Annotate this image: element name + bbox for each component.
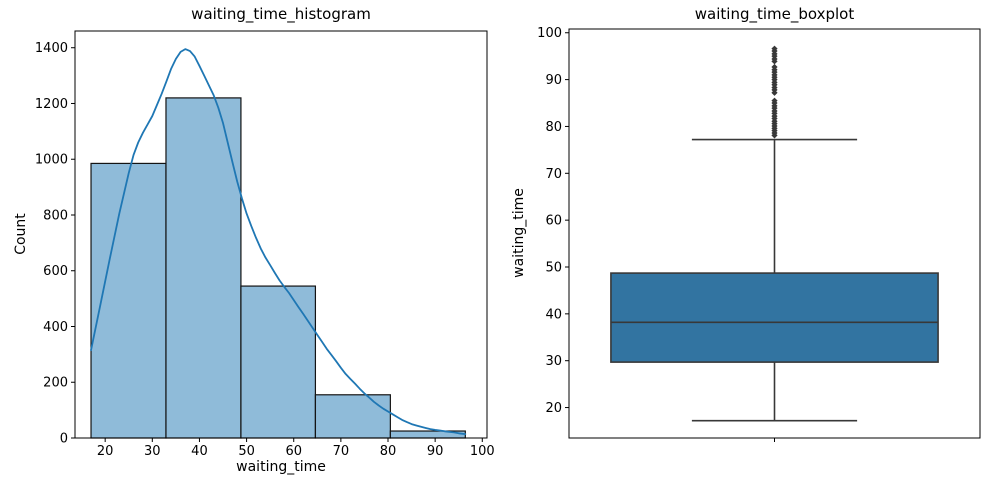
y-tick-label: 100: [537, 26, 562, 41]
histogram-bar: [314, 394, 391, 439]
y-tick-label: 400: [43, 320, 68, 335]
x-tick-label: 40: [191, 444, 208, 459]
histogram-bar: [240, 285, 317, 439]
histogram-xlabel: waiting_time: [236, 459, 326, 475]
y-tick-label: 0: [60, 432, 68, 447]
outlier-point: [771, 45, 778, 52]
x-tick-label: 50: [238, 444, 255, 459]
y-tick-label: 90: [545, 73, 562, 88]
x-tick-label: 100: [470, 444, 495, 459]
histogram-axes-border: [74, 30, 488, 439]
y-tick-label: 80: [545, 120, 562, 135]
y-tick-label: 40: [545, 307, 562, 322]
histogram-bar: [90, 162, 167, 439]
y-tick-label: 20: [545, 401, 562, 416]
x-tick-label: 30: [144, 444, 161, 459]
x-tick-label: 90: [427, 444, 444, 459]
x-tick-label: 80: [380, 444, 397, 459]
boxplot-title: waiting_time_boxplot: [694, 5, 855, 23]
outlier-point: [771, 97, 778, 104]
y-tick-label: 200: [43, 376, 68, 391]
x-tick-label: 60: [285, 444, 302, 459]
y-tick-label: 60: [545, 214, 562, 229]
y-tick-label: 800: [43, 208, 68, 223]
y-tick-label: 1200: [35, 97, 68, 112]
histogram-bar: [165, 97, 242, 439]
y-tick-label: 70: [545, 167, 562, 182]
y-tick-label: 1400: [35, 41, 68, 56]
x-tick-label: 20: [97, 444, 114, 459]
outlier-point: [771, 63, 778, 71]
y-tick-label: 50: [545, 260, 562, 275]
histogram-title: waiting_time_histogram: [191, 5, 371, 23]
y-tick-label: 30: [545, 354, 562, 369]
iqr-box: [610, 272, 939, 363]
kde-curve: [90, 48, 467, 435]
x-tick-label: 70: [333, 444, 350, 459]
y-tick-label: 600: [43, 264, 68, 279]
y-tick-label: 1000: [35, 153, 68, 168]
